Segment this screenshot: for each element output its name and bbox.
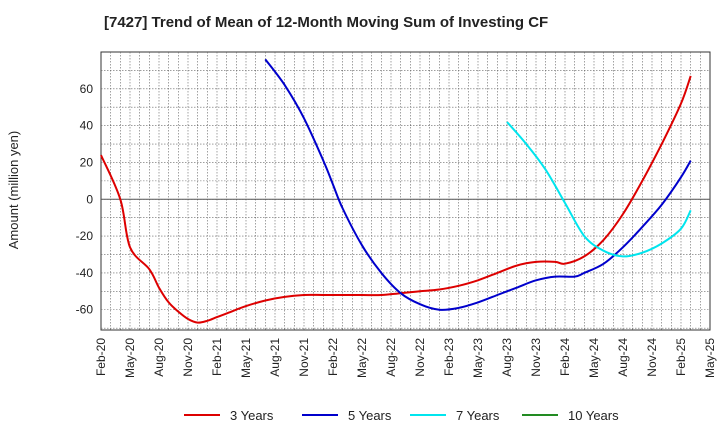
x-tick-label: May-21	[239, 338, 253, 378]
legend-item: 7 Years	[410, 404, 499, 426]
y-tick-label: 40	[80, 119, 94, 133]
x-tick-label: Feb-25	[674, 338, 688, 376]
y-tick-label: 20	[80, 155, 94, 169]
x-tick-label: Aug-23	[500, 338, 514, 377]
y-tick-label: -60	[76, 303, 94, 317]
legend-swatch	[410, 414, 446, 416]
x-tick-label: Aug-22	[384, 338, 398, 377]
legend-label: 7 Years	[456, 407, 500, 423]
legend-label: 5 Years	[348, 407, 392, 423]
legend-item: 3 Years	[184, 404, 273, 426]
x-tick-label: May-20	[123, 338, 137, 378]
x-tick-label: Nov-23	[529, 338, 543, 377]
legend-swatch	[302, 414, 338, 416]
x-tick-label: Feb-24	[558, 338, 572, 376]
x-tick-label: Nov-20	[181, 338, 195, 377]
series-lines	[100, 58, 692, 324]
x-tick-label: Feb-22	[326, 338, 340, 376]
legend-item: 5 Years	[302, 404, 391, 426]
legend-label: 3 Years	[230, 407, 274, 423]
x-tick-label: Nov-22	[413, 338, 427, 377]
y-tick-label: -40	[76, 266, 94, 280]
x-axis: Feb-20 May-20 Aug-20 Nov-20 Feb-21 May-21 Aug-…	[94, 338, 717, 378]
series-line-3-years	[100, 75, 692, 324]
x-tick-label: Feb-23	[442, 338, 456, 376]
x-tick-label: May-23	[471, 338, 485, 378]
y-axis: -60 -40 -20 0 20 40 60	[76, 82, 94, 317]
x-tick-label: Aug-24	[616, 338, 630, 377]
legend-item: 10 Years	[522, 404, 619, 426]
x-tick-label: May-24	[587, 338, 601, 378]
legend-label: 10 Years	[568, 407, 619, 423]
series-line-5-years	[264, 58, 692, 311]
legend-swatch	[522, 414, 558, 416]
x-tick-label: May-22	[355, 338, 369, 378]
y-axis-label: Amount (million yen)	[6, 131, 21, 250]
x-tick-label: May-25	[703, 338, 717, 378]
x-tick-label: Feb-20	[94, 338, 108, 376]
series-line-7-years	[506, 121, 692, 258]
chart-title: [7427] Trend of Mean of 12-Month Moving …	[104, 14, 549, 31]
plot-area	[100, 51, 711, 331]
legend-swatch	[184, 414, 220, 416]
x-tick-label: Nov-21	[297, 338, 311, 377]
y-tick-label: 0	[86, 192, 93, 206]
y-tick-label: -20	[76, 229, 94, 243]
legend: 3 Years 5 Years 7 Years 10 Years	[0, 404, 720, 426]
x-tick-label: Aug-21	[268, 338, 282, 377]
x-tick-label: Nov-24	[645, 338, 659, 377]
y-tick-label: 60	[80, 82, 94, 96]
x-tick-label: Aug-20	[152, 338, 166, 377]
x-tick-label: Feb-21	[210, 338, 224, 376]
